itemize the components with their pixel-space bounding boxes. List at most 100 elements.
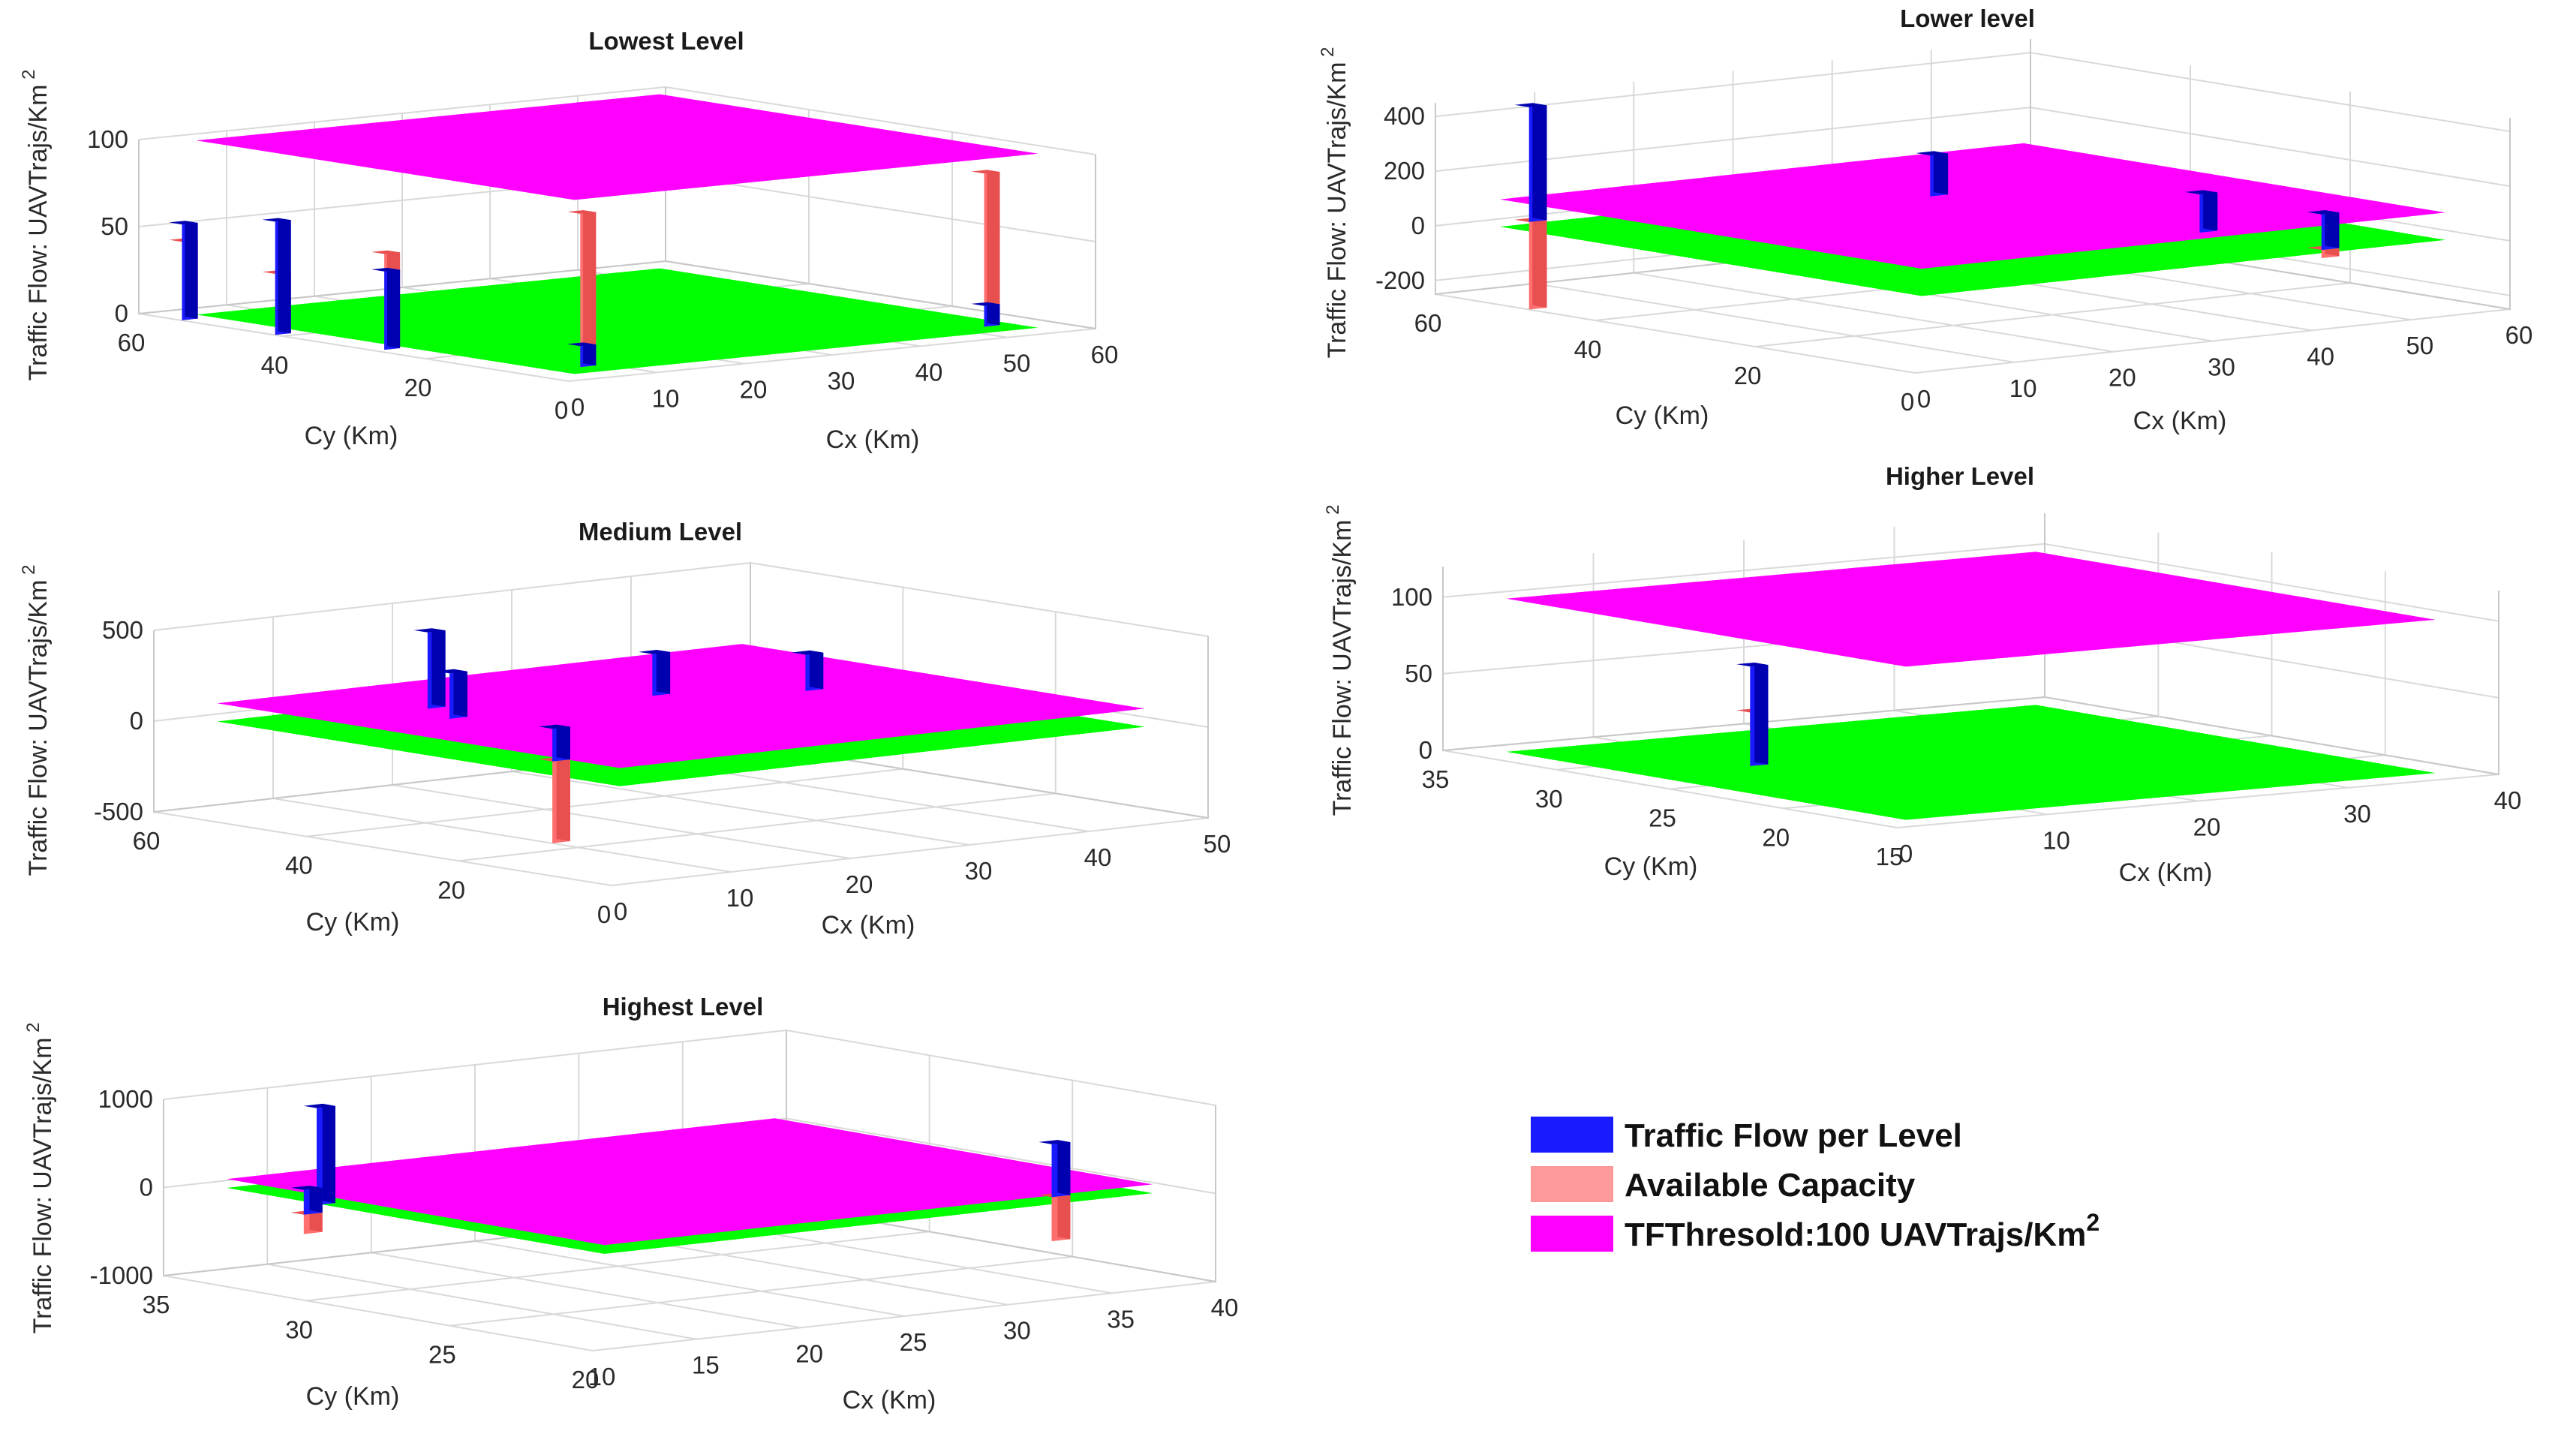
- traffic-bar-side: [278, 218, 291, 334]
- traffic-bar: [2307, 210, 2340, 251]
- traffic-bar: [169, 221, 198, 320]
- x-tick-label: 30: [2343, 800, 2371, 828]
- threshold-plane: [1506, 552, 2436, 667]
- z-tick-label: 200: [1384, 157, 1425, 185]
- traffic-bar: [303, 1103, 335, 1205]
- traffic-bar: [792, 650, 824, 691]
- traffic-bar-top: [567, 342, 597, 347]
- panel-title: Higher Level: [1886, 462, 2034, 490]
- capacity-bar: [538, 757, 570, 843]
- legend-label: Traffic Flow per Level: [1625, 1117, 1962, 1154]
- threshold-plane: [1499, 143, 2446, 269]
- x-tick-label: 30: [965, 857, 993, 885]
- traffic-bar-side: [583, 342, 597, 365]
- z-axis-label-superscript: 2: [1318, 47, 1338, 62]
- x-axis-label: Cx (Km): [822, 911, 915, 939]
- y-tick-label: 40: [261, 351, 289, 379]
- z-tick-label: 500: [102, 616, 143, 644]
- traffic-bar-top: [290, 1186, 323, 1190]
- traffic-bar-side: [556, 724, 570, 760]
- traffic-bar: [1916, 151, 1949, 197]
- x-tick-label: 0: [1917, 385, 1931, 413]
- x-tick-label: 35: [1107, 1305, 1135, 1333]
- traffic-bar-side: [809, 650, 824, 690]
- traffic-bar: [971, 302, 1000, 327]
- x-tick-label: 30: [1003, 1317, 1031, 1345]
- traffic-bar-top: [413, 628, 446, 633]
- z-tick-label: 0: [1411, 212, 1425, 239]
- traffic-bar-side: [987, 302, 1000, 326]
- panel-title: Highest Level: [603, 993, 764, 1021]
- y-tick-label: 25: [428, 1341, 456, 1369]
- z-axis-label: Traffic Flow: UAVTrajs/Km 2: [1323, 505, 1357, 816]
- x-axis-label: Cx (Km): [2133, 407, 2227, 435]
- x-tick-label: 10: [2009, 374, 2037, 402]
- y-tick-label: 0: [1901, 388, 1914, 416]
- legend-swatch: [1531, 1216, 1613, 1252]
- chart-panel-5: 10 15 20 25 30 35 4020253035-100001000Highest …: [23, 993, 1238, 1414]
- legend-label: Available Capacity: [1625, 1167, 1916, 1204]
- ground-plane: [1506, 705, 2436, 820]
- y-tick-label: 20: [572, 1366, 600, 1393]
- x-tick-label: 0: [1899, 840, 1913, 867]
- traffic-bar: [435, 669, 467, 719]
- traffic-bar-top: [971, 302, 1000, 306]
- x-tick-label: 10: [2042, 826, 2070, 854]
- y-axis-label: Cy (Km): [305, 422, 398, 450]
- grid-line: [665, 86, 1096, 155]
- traffic-bar-top: [262, 218, 291, 222]
- traffic-bar-top: [2185, 190, 2218, 194]
- x-tick-label: 60: [1091, 341, 1119, 368]
- panel-title: Medium Level: [579, 518, 742, 546]
- z-axis-label: Traffic Flow: UAVTrajs/Km 2: [1318, 47, 1351, 359]
- legend-label-superscript: 2: [2086, 1209, 2100, 1236]
- capacity-bar-side: [1532, 218, 1547, 308]
- traffic-bar: [2185, 190, 2218, 233]
- y-tick-label: 60: [118, 329, 146, 356]
- x-tick-label: 40: [915, 358, 943, 386]
- x-axis-label: Cx (Km): [843, 1386, 936, 1414]
- traffic-bar-top: [303, 1103, 335, 1108]
- traffic-bar-side: [1532, 103, 1547, 221]
- x-tick-label: 50: [1003, 350, 1031, 377]
- traffic-bar-side: [2203, 190, 2218, 231]
- traffic-bar: [567, 342, 597, 368]
- traffic-bar-top: [1514, 103, 1547, 107]
- traffic-bar-side: [2325, 210, 2340, 248]
- x-tick-label: 40: [2307, 342, 2334, 370]
- x-tick-label: 10: [726, 884, 754, 912]
- grid-line: [786, 1117, 1216, 1195]
- z-tick-label: 100: [87, 125, 128, 153]
- x-tick-label: 20: [2109, 364, 2136, 392]
- traffic-bar-side: [1057, 1140, 1071, 1195]
- grid-line: [2030, 107, 2511, 188]
- z-axis-label: Traffic Flow: UAVTrajs/Km 2: [23, 1023, 57, 1334]
- x-tick-label: 30: [828, 367, 855, 395]
- traffic-bar-top: [2307, 210, 2340, 215]
- x-tick-label: 25: [900, 1328, 927, 1356]
- z-tick-label: 50: [1405, 660, 1432, 687]
- legend-swatch: [1531, 1117, 1613, 1153]
- z-axis-label-superscript: 2: [1323, 505, 1343, 520]
- y-tick-label: 35: [143, 1291, 170, 1318]
- x-tick-label: 20: [846, 870, 873, 898]
- z-tick-label: 1000: [98, 1085, 153, 1113]
- y-tick-label: 30: [1535, 785, 1563, 813]
- x-tick-label: 40: [1084, 843, 1112, 871]
- traffic-bar-side: [1754, 663, 1769, 765]
- threshold-plane: [217, 644, 1145, 768]
- y-tick-label: 60: [1414, 309, 1442, 337]
- traffic-bar-top: [1039, 1140, 1071, 1144]
- grid-line: [786, 1030, 1216, 1106]
- traffic-bar-side: [185, 221, 198, 319]
- traffic-bar-side: [453, 669, 467, 717]
- z-axis-label-superscript: 2: [19, 70, 39, 85]
- y-tick-label: 40: [285, 852, 313, 879]
- traffic-bar-top: [639, 650, 671, 654]
- x-tick-label: 20: [740, 376, 768, 404]
- z-tick-label: -1000: [90, 1261, 153, 1289]
- traffic-bar-side: [1933, 151, 1949, 195]
- y-tick-label: 20: [1734, 362, 1762, 389]
- y-tick-label: 20: [404, 374, 432, 401]
